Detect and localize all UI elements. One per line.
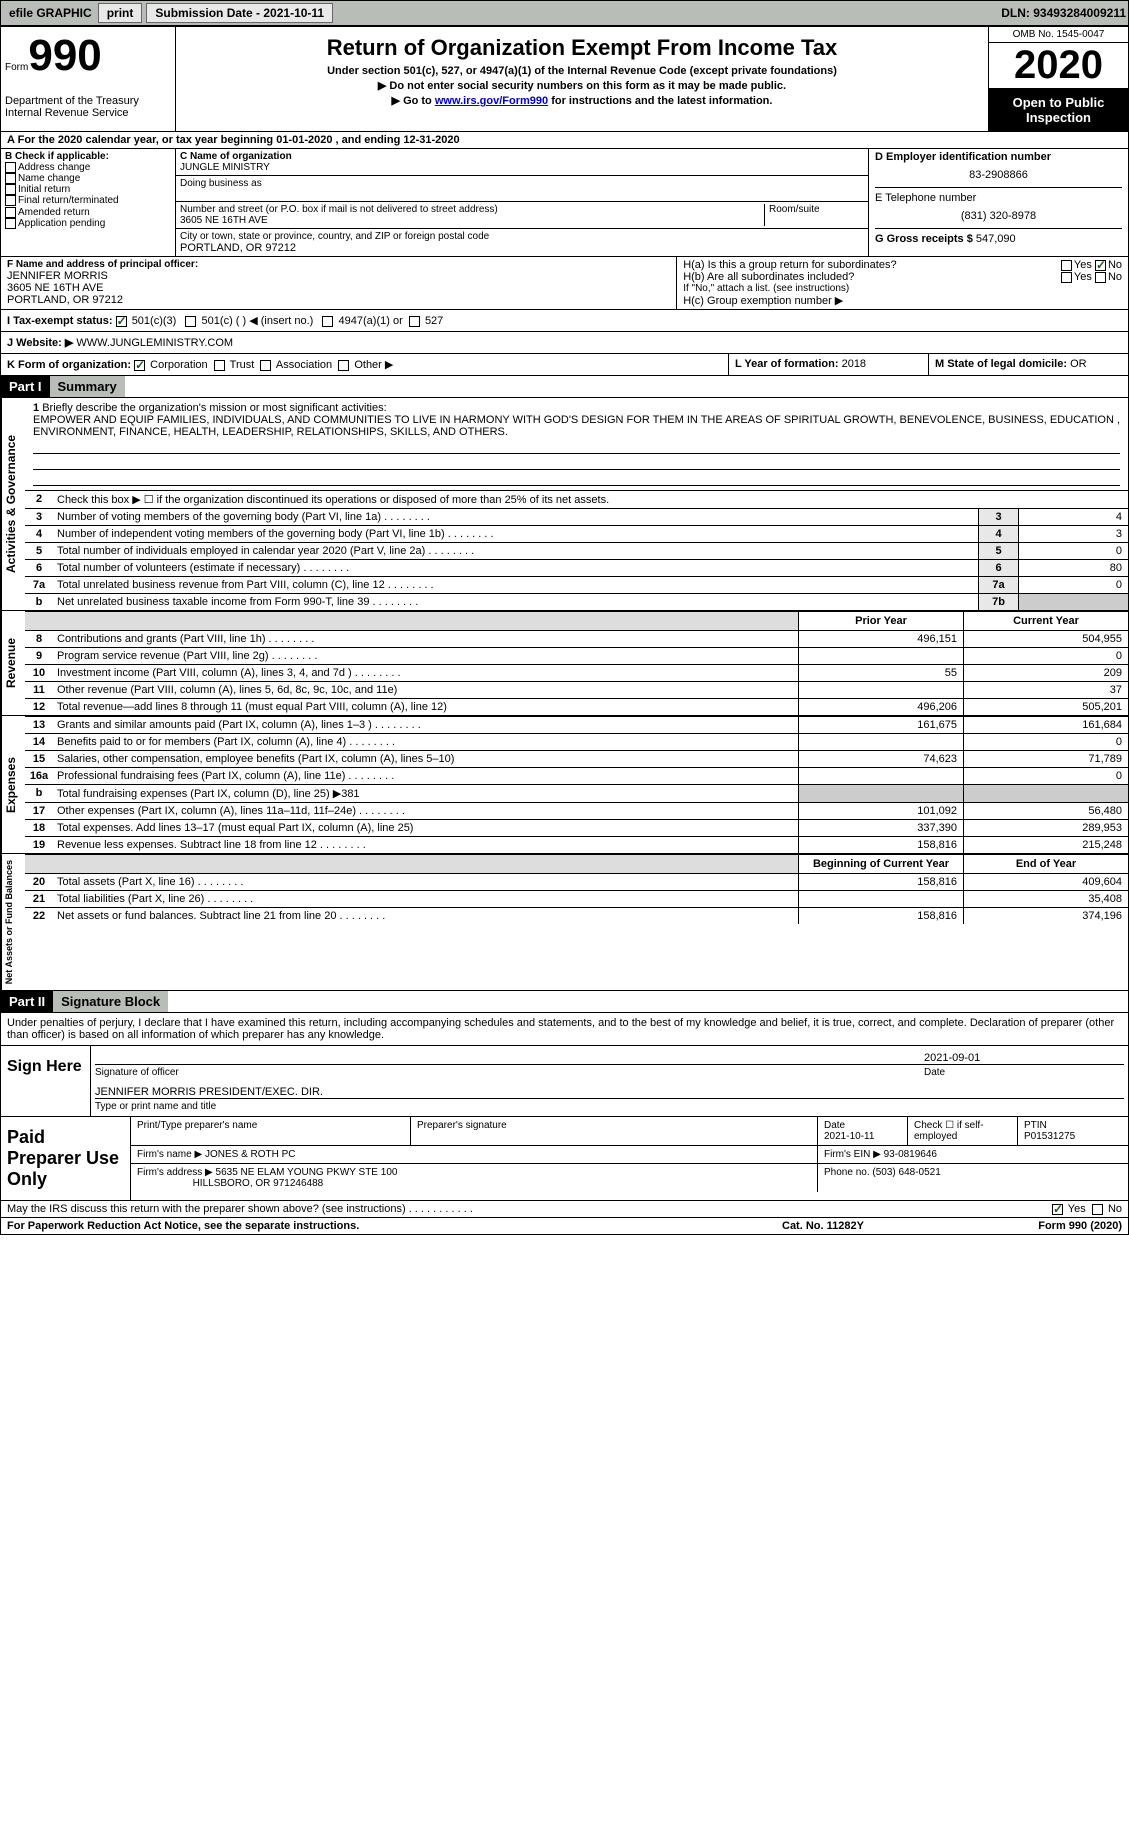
form-prefix: Form: [5, 62, 28, 73]
section-c: C Name of organization JUNGLE MINISTRY D…: [176, 149, 868, 256]
form-header: Form990 Department of the Treasury Inter…: [0, 26, 1129, 132]
department: Department of the Treasury Internal Reve…: [5, 95, 171, 119]
part1-header: Part ISummary: [0, 376, 1129, 398]
print-button[interactable]: print: [98, 3, 143, 23]
phone: (831) 320-8978: [875, 210, 1122, 222]
form-number: 990: [28, 31, 101, 80]
street-address: 3605 NE 16TH AVE: [180, 215, 764, 226]
chk-ha-no[interactable]: [1095, 260, 1106, 271]
side-expenses: Expenses: [1, 716, 25, 853]
subtitle: Under section 501(c), 527, or 4947(a)(1)…: [180, 65, 984, 77]
part1-body: Activities & Governance 1 Briefly descri…: [0, 398, 1129, 611]
main-title: Return of Organization Exempt From Incom…: [180, 35, 984, 61]
tax-year: 2020: [989, 43, 1128, 89]
declaration: Under penalties of perjury, I declare th…: [0, 1013, 1129, 1046]
paid-preparer: Paid Preparer Use Only Print/Type prepar…: [0, 1117, 1129, 1201]
inspection-badge: Open to Public Inspection: [989, 89, 1128, 131]
website: WWW.JUNGLEMINISTRY.COM: [76, 337, 233, 349]
chk-final[interactable]: [5, 195, 16, 206]
chk-name[interactable]: [5, 173, 16, 184]
ein: 83-2908866: [875, 169, 1122, 181]
revenue-section: Revenue Prior YearCurrent Year 8Contribu…: [0, 611, 1129, 716]
form-number-cell: Form990 Department of the Treasury Inter…: [1, 27, 176, 131]
chk-pending[interactable]: [5, 218, 16, 229]
expenses-section: Expenses 13Grants and similar amounts pa…: [0, 716, 1129, 854]
title-cell: Return of Organization Exempt From Incom…: [176, 27, 988, 131]
section-bcdefg: B Check if applicable: Address change Na…: [0, 149, 1129, 257]
chk-corp[interactable]: [134, 360, 145, 371]
sign-here: Sign Here 2021-09-01 Signature of office…: [0, 1046, 1129, 1117]
chk-discuss-no[interactable]: [1092, 1204, 1103, 1215]
section-h: H(a) Is this a group return for subordin…: [677, 257, 1128, 309]
mission-text: EMPOWER AND EQUIP FAMILIES, INDIVIDUALS,…: [33, 414, 1120, 438]
side-netassets: Net Assets or Fund Balances: [1, 854, 25, 990]
chk-initial[interactable]: [5, 184, 16, 195]
netassets-section: Net Assets or Fund Balances Beginning of…: [0, 854, 1129, 991]
chk-501c3[interactable]: [116, 316, 127, 327]
discuss-row: May the IRS discuss this return with the…: [0, 1201, 1129, 1218]
footer: For Paperwork Reduction Act Notice, see …: [0, 1218, 1129, 1235]
line-j-row: J Website: ▶ WWW.JUNGLEMINISTRY.COM: [0, 332, 1129, 354]
line-i-row: I Tax-exempt status: 501(c)(3) 501(c) ( …: [0, 310, 1129, 332]
year-cell: OMB No. 1545-0047 2020 Open to Public In…: [988, 27, 1128, 131]
dln: DLN: 93493284009211: [1001, 6, 1126, 20]
chk-amended[interactable]: [5, 207, 16, 218]
efile-label: efile GRAPHIC: [9, 6, 92, 20]
org-name: JUNGLE MINISTRY: [180, 162, 864, 173]
note-ssn: Do not enter social security numbers on …: [389, 80, 786, 92]
section-fh: F Name and address of principal officer:…: [0, 257, 1129, 310]
chk-hb-yes[interactable]: [1061, 272, 1072, 283]
part2-header: Part IISignature Block: [0, 991, 1129, 1013]
section-f: F Name and address of principal officer:…: [1, 257, 677, 309]
side-revenue: Revenue: [1, 611, 25, 715]
side-activities: Activities & Governance: [1, 398, 25, 610]
line-klm-row: K Form of organization: Corporation Trus…: [0, 354, 1129, 376]
irs-link[interactable]: www.irs.gov/Form990: [435, 95, 548, 107]
form-990-page: efile GRAPHIC print Submission Date - 20…: [0, 0, 1129, 1235]
chk-ha-yes[interactable]: [1061, 260, 1072, 271]
toolbar: efile GRAPHIC print Submission Date - 20…: [0, 0, 1129, 26]
city-state-zip: PORTLAND, OR 97212: [180, 242, 864, 254]
chk-address[interactable]: [5, 162, 16, 173]
section-deg: D Employer identification number 83-2908…: [868, 149, 1128, 256]
chk-discuss-yes[interactable]: [1052, 1204, 1063, 1215]
gross-receipts: 547,090: [976, 233, 1016, 245]
line-a: A For the 2020 calendar year, or tax yea…: [0, 132, 1129, 149]
chk-hb-no[interactable]: [1095, 272, 1106, 283]
submission-date: Submission Date - 2021-10-11: [146, 3, 333, 23]
section-b: B Check if applicable: Address change Na…: [1, 149, 176, 256]
officer-name: JENNIFER MORRIS: [7, 270, 670, 282]
omb: OMB No. 1545-0047: [989, 27, 1128, 43]
